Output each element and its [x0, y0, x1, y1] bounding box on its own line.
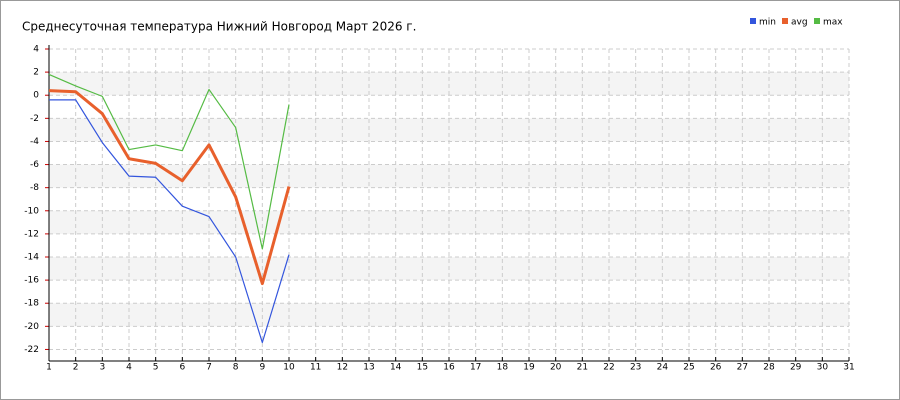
x-tick-label: 6 — [179, 363, 185, 373]
x-tick-label: 11 — [310, 363, 321, 373]
y-tick-label: -14 — [24, 253, 39, 263]
x-tick-label: 20 — [550, 363, 562, 373]
x-tick-label: 28 — [763, 363, 775, 373]
x-tick-label: 12 — [337, 363, 348, 373]
y-tick-label: 2 — [33, 68, 39, 78]
y-tick-label: -12 — [24, 229, 39, 239]
y-tick-label: -2 — [30, 114, 39, 124]
x-tick-label: 27 — [737, 363, 748, 373]
x-tick-label: 15 — [417, 363, 428, 373]
y-tick-label: -22 — [24, 345, 39, 355]
x-tick-label: 9 — [259, 363, 265, 373]
y-tick-label: -4 — [30, 137, 39, 147]
grid-band — [49, 303, 849, 327]
x-tick-label: 14 — [390, 363, 402, 373]
series-line — [48, 73, 290, 250]
x-tick-label: 29 — [790, 363, 802, 373]
x-tick-label: 10 — [283, 363, 295, 373]
legend-label: avg — [791, 18, 808, 28]
x-tick-label: 5 — [153, 363, 159, 373]
legend-label: max — [823, 18, 843, 28]
y-tick-label: -16 — [24, 276, 39, 286]
grid-band — [49, 210, 849, 234]
grid-band — [49, 72, 849, 96]
chart-title: Среднесуточная температура Нижний Новгор… — [22, 20, 416, 34]
legend-swatch — [782, 18, 788, 24]
y-tick-label: -20 — [24, 322, 39, 332]
x-tick-label: 18 — [497, 363, 509, 373]
x-tick-label: 23 — [630, 363, 641, 373]
x-tick-label: 17 — [470, 363, 481, 373]
y-tick-label: -8 — [30, 183, 39, 193]
x-tick-label: 2 — [73, 363, 79, 373]
x-tick-label: 8 — [233, 363, 239, 373]
y-tick-label: 0 — [33, 91, 39, 101]
legend-swatch — [814, 18, 820, 24]
x-tick-label: 3 — [99, 363, 105, 373]
x-tick-label: 31 — [843, 363, 854, 373]
series-line — [49, 99, 290, 344]
legend-swatch — [750, 18, 756, 24]
x-tick-label: 7 — [206, 363, 212, 373]
x-tick-label: 1 — [46, 363, 52, 373]
x-tick-label: 13 — [363, 363, 374, 373]
x-tick-label: 26 — [710, 363, 722, 373]
x-tick-label: 22 — [603, 363, 614, 373]
x-tick-label: 30 — [817, 363, 829, 373]
x-tick-label: 19 — [523, 363, 535, 373]
x-tick-label: 4 — [126, 363, 132, 373]
y-tick-label: -18 — [24, 299, 39, 309]
legend-label: min — [759, 18, 776, 28]
x-tick-label: 16 — [443, 363, 455, 373]
x-tick-label: 24 — [657, 363, 669, 373]
y-tick-label: 4 — [33, 45, 39, 55]
y-tick-label: -10 — [24, 206, 39, 216]
x-tick-label: 25 — [683, 363, 694, 373]
y-tick-label: -6 — [30, 160, 39, 170]
series-line — [48, 89, 291, 286]
x-tick-label: 21 — [577, 363, 588, 373]
